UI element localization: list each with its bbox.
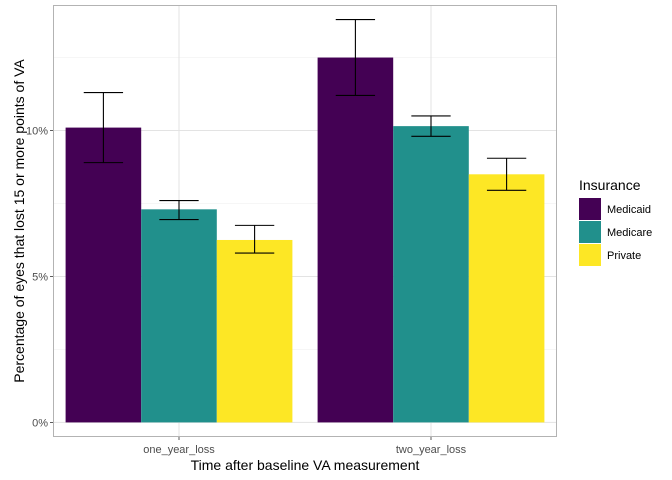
bar-medicare-two_year_loss — [393, 126, 469, 423]
y-tick-label: 5% — [32, 271, 48, 283]
y-axis-title: Percentage of eyes that lost 15 or more … — [11, 59, 27, 383]
bar-medicare-one_year_loss — [141, 209, 217, 423]
bar-private-two_year_loss — [468, 174, 545, 423]
bar-medicaid-two_year_loss — [317, 57, 394, 423]
x-axis-title: Time after baseline VA measurement — [191, 457, 420, 473]
legend-key-private — [579, 244, 601, 266]
legend-items: Medicaid Medicare Private — [579, 198, 652, 266]
y-axis-ticks: 0% 5% 10% — [26, 126, 53, 429]
error-bar-medicaid-one_year_loss — [83, 92, 124, 164]
legend-title: Insurance — [579, 177, 641, 193]
bar-private-one_year_loss — [216, 239, 293, 423]
x-tick-label: one_year_loss — [143, 444, 215, 456]
legend-label-medicare: Medicare — [607, 227, 652, 239]
legend-key-medicare — [579, 221, 601, 243]
legend-label-medicaid: Medicaid — [607, 204, 651, 216]
x-axis-ticks: one_year_loss two_year_loss — [143, 437, 467, 456]
bars — [65, 57, 545, 423]
bar-medicaid-one_year_loss — [65, 127, 142, 423]
error-bar-medicare-two_year_loss — [411, 115, 451, 137]
error-bar-private-one_year_loss — [234, 224, 275, 254]
error-bar-medicare-one_year_loss — [159, 200, 199, 221]
legend-key-medicaid — [579, 198, 601, 220]
y-tick-label: 10% — [26, 126, 48, 138]
x-tick-label: two_year_loss — [396, 444, 467, 456]
plot-panel-border — [53, 5, 557, 437]
y-tick-label: 0% — [32, 417, 48, 429]
error-bar-private-two_year_loss — [486, 157, 527, 191]
error-bar-medicaid-two_year_loss — [335, 19, 376, 97]
legend-label-private: Private — [607, 250, 641, 262]
legend: Insurance Medicaid Medicare Private — [579, 177, 652, 266]
error-bars — [83, 19, 527, 254]
